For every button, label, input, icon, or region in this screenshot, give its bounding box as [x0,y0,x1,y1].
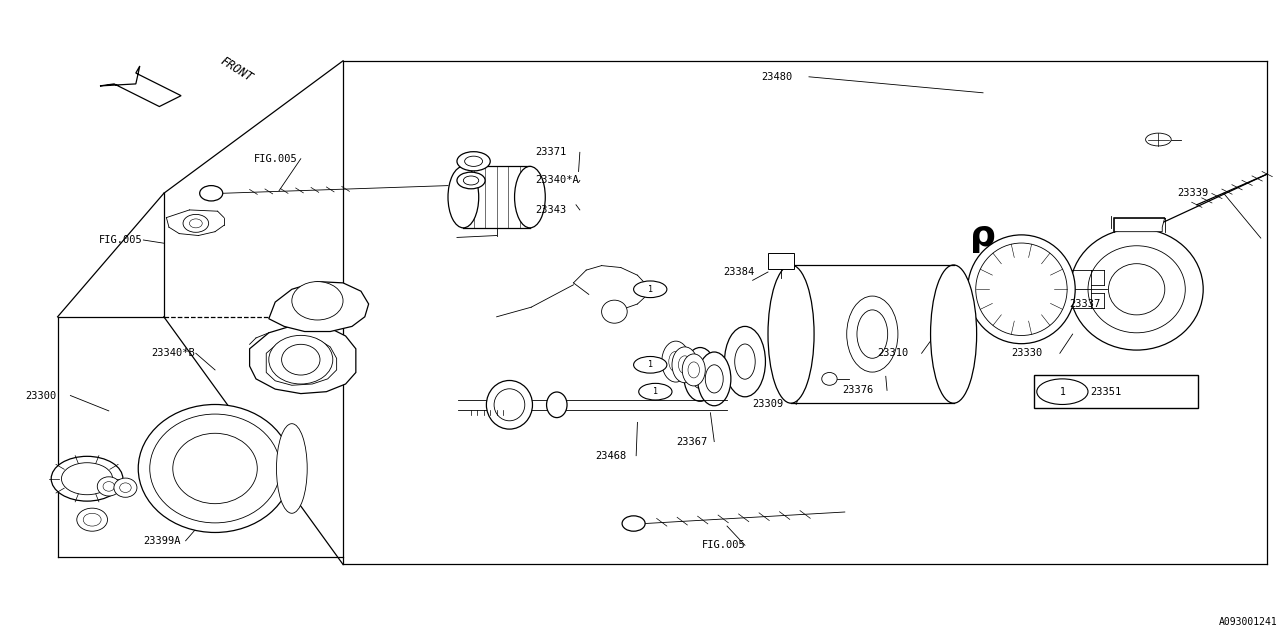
Text: FIG.005: FIG.005 [701,540,745,550]
Ellipse shape [698,352,731,406]
Ellipse shape [51,456,123,501]
Polygon shape [1114,218,1165,232]
Text: 23340*A: 23340*A [535,175,579,186]
Ellipse shape [97,477,120,496]
Ellipse shape [457,152,490,171]
Ellipse shape [189,219,202,228]
Ellipse shape [691,360,709,388]
Ellipse shape [672,347,698,383]
Text: 23330: 23330 [1011,348,1042,358]
Circle shape [639,383,672,400]
Ellipse shape [678,356,691,374]
Ellipse shape [463,176,479,185]
Text: 1: 1 [648,285,653,294]
Ellipse shape [120,483,131,493]
Ellipse shape [104,482,115,492]
Ellipse shape [622,516,645,531]
Ellipse shape [515,166,545,228]
Text: 1: 1 [1060,387,1065,397]
Ellipse shape [183,214,209,232]
Ellipse shape [138,404,292,532]
Ellipse shape [83,513,101,526]
Polygon shape [269,282,369,332]
Ellipse shape [114,478,137,497]
Text: A093001241: A093001241 [1219,617,1277,627]
Text: 23480: 23480 [762,72,792,82]
Ellipse shape [276,424,307,513]
Text: 23337: 23337 [1069,299,1100,309]
Ellipse shape [77,508,108,531]
Ellipse shape [200,186,223,201]
Ellipse shape [150,414,280,523]
Ellipse shape [968,235,1075,344]
Ellipse shape [282,344,320,375]
Ellipse shape [292,282,343,320]
Text: FIG.005: FIG.005 [99,235,142,245]
Ellipse shape [465,156,483,166]
Ellipse shape [822,372,837,385]
Ellipse shape [931,265,977,403]
Text: 23351: 23351 [1091,387,1121,397]
Ellipse shape [1146,133,1171,146]
Text: 23300: 23300 [26,390,56,401]
Ellipse shape [61,463,113,495]
Text: 23343: 23343 [535,205,566,215]
Text: 1: 1 [653,387,658,396]
Ellipse shape [684,348,717,401]
Circle shape [634,356,667,373]
Polygon shape [266,338,337,385]
Ellipse shape [662,341,690,382]
Ellipse shape [847,296,899,372]
Bar [768,253,794,269]
Ellipse shape [1070,228,1203,350]
Text: 1: 1 [648,360,653,369]
Ellipse shape [494,389,525,421]
Ellipse shape [269,335,333,384]
Text: 23468: 23468 [595,451,626,461]
Circle shape [634,281,667,298]
Text: 23371: 23371 [535,147,566,157]
Ellipse shape [602,300,627,323]
Bar [1034,375,1198,408]
Text: 23376: 23376 [842,385,873,396]
Ellipse shape [547,392,567,418]
Ellipse shape [1088,246,1185,333]
Ellipse shape [735,344,755,379]
Text: 23340*B: 23340*B [151,348,195,358]
Ellipse shape [689,362,699,378]
Polygon shape [100,66,180,106]
Text: 23339: 23339 [1178,188,1208,198]
Text: ρ: ρ [970,218,996,253]
Text: 23309: 23309 [753,399,783,410]
Ellipse shape [705,365,723,393]
Ellipse shape [858,310,888,358]
Circle shape [1037,379,1088,404]
Text: 23384: 23384 [723,267,754,277]
Ellipse shape [173,433,257,504]
Polygon shape [250,325,356,394]
Ellipse shape [682,354,705,386]
Ellipse shape [975,243,1068,335]
Ellipse shape [768,265,814,403]
Text: 23310: 23310 [877,348,908,358]
Ellipse shape [724,326,765,397]
Text: FIG.005: FIG.005 [253,154,297,164]
Text: 23367: 23367 [676,436,707,447]
Ellipse shape [457,172,485,189]
Text: FRONT: FRONT [218,54,255,84]
Ellipse shape [448,166,479,228]
Ellipse shape [1108,264,1165,315]
Ellipse shape [486,380,532,429]
Ellipse shape [669,351,684,372]
Text: 23399A: 23399A [143,536,180,546]
